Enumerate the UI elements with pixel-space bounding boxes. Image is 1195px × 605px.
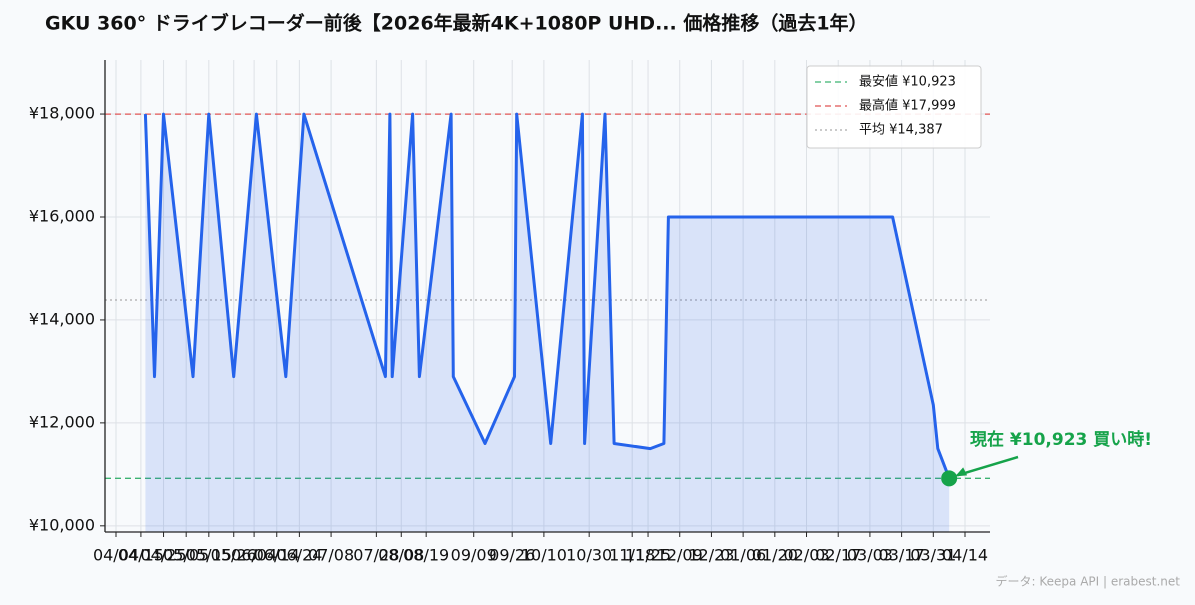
- y-tick-label: ¥10,000: [29, 515, 95, 534]
- area: [145, 114, 950, 532]
- x-tick-label: 09/09: [451, 546, 497, 565]
- x-tick-label: 11/18: [609, 546, 655, 565]
- x-tick-label: 03/31: [910, 546, 956, 565]
- x-tick-label: 04/15: [118, 546, 164, 565]
- y-tick-label: ¥14,000: [29, 309, 95, 328]
- x-tick-label: 05/05: [163, 546, 209, 565]
- x-tick-label: 06/14: [254, 546, 300, 565]
- x-tick-label: 03/03: [847, 546, 893, 565]
- legend-label: 最高値 ¥17,999: [859, 98, 956, 114]
- footer: データ: Keepa API | erabest.net: [996, 574, 1181, 589]
- annotation-arrowhead: [955, 467, 968, 477]
- chart-title: GKU 360° ドライブレコーダー前後【2026年最新4K+1080P UHD…: [45, 12, 868, 35]
- x-tick-label: 05/26: [211, 546, 257, 565]
- legend-label: 平均 ¥14,387: [859, 123, 943, 138]
- x-tick-label: 02/17: [815, 546, 861, 565]
- x-tick-label: 11/25: [625, 546, 671, 565]
- x-tick-label: 03/17: [879, 546, 925, 565]
- price-line: [143, 112, 951, 479]
- annotation: 現在 ¥10,923 買い時!: [970, 429, 1152, 450]
- x-tick-label: 07/28: [353, 546, 399, 565]
- x-tick-label: 09/26: [489, 546, 535, 565]
- x-tick-label: 07/08: [308, 546, 354, 565]
- x-tick-label: 10/10: [521, 546, 567, 565]
- annotation-arrow: [956, 455, 1019, 477]
- x-tick-label: 05/15: [186, 546, 232, 565]
- x-tick-label: 08/19: [403, 546, 449, 565]
- legend-label: 最安値 ¥10,923: [859, 74, 956, 90]
- x-tick-label: 01/06: [720, 546, 766, 565]
- x-tick-label: 02/03: [783, 546, 829, 565]
- legend-box: [806, 65, 982, 149]
- x-tick-label: 06/24: [276, 546, 322, 565]
- x-tick-label: 06/04: [231, 546, 277, 565]
- x-tick-label: 12/09: [657, 546, 703, 565]
- x-tick-label: 04/14: [942, 546, 988, 565]
- y-tick-label: ¥12,000: [29, 412, 95, 431]
- x-tick-label: 08/08: [378, 546, 424, 565]
- x-tick-label: 10/30: [566, 546, 612, 565]
- x-tick-label: 04/25: [140, 546, 186, 565]
- x-tick-label: 04/04: [93, 546, 139, 565]
- x-tick-label: 12/23: [688, 546, 734, 565]
- current-point: [941, 470, 958, 487]
- y-tick-label: ¥16,000: [29, 206, 95, 225]
- x-tick-label: 01/20: [752, 546, 798, 565]
- y-tick-label: ¥18,000: [29, 104, 95, 123]
